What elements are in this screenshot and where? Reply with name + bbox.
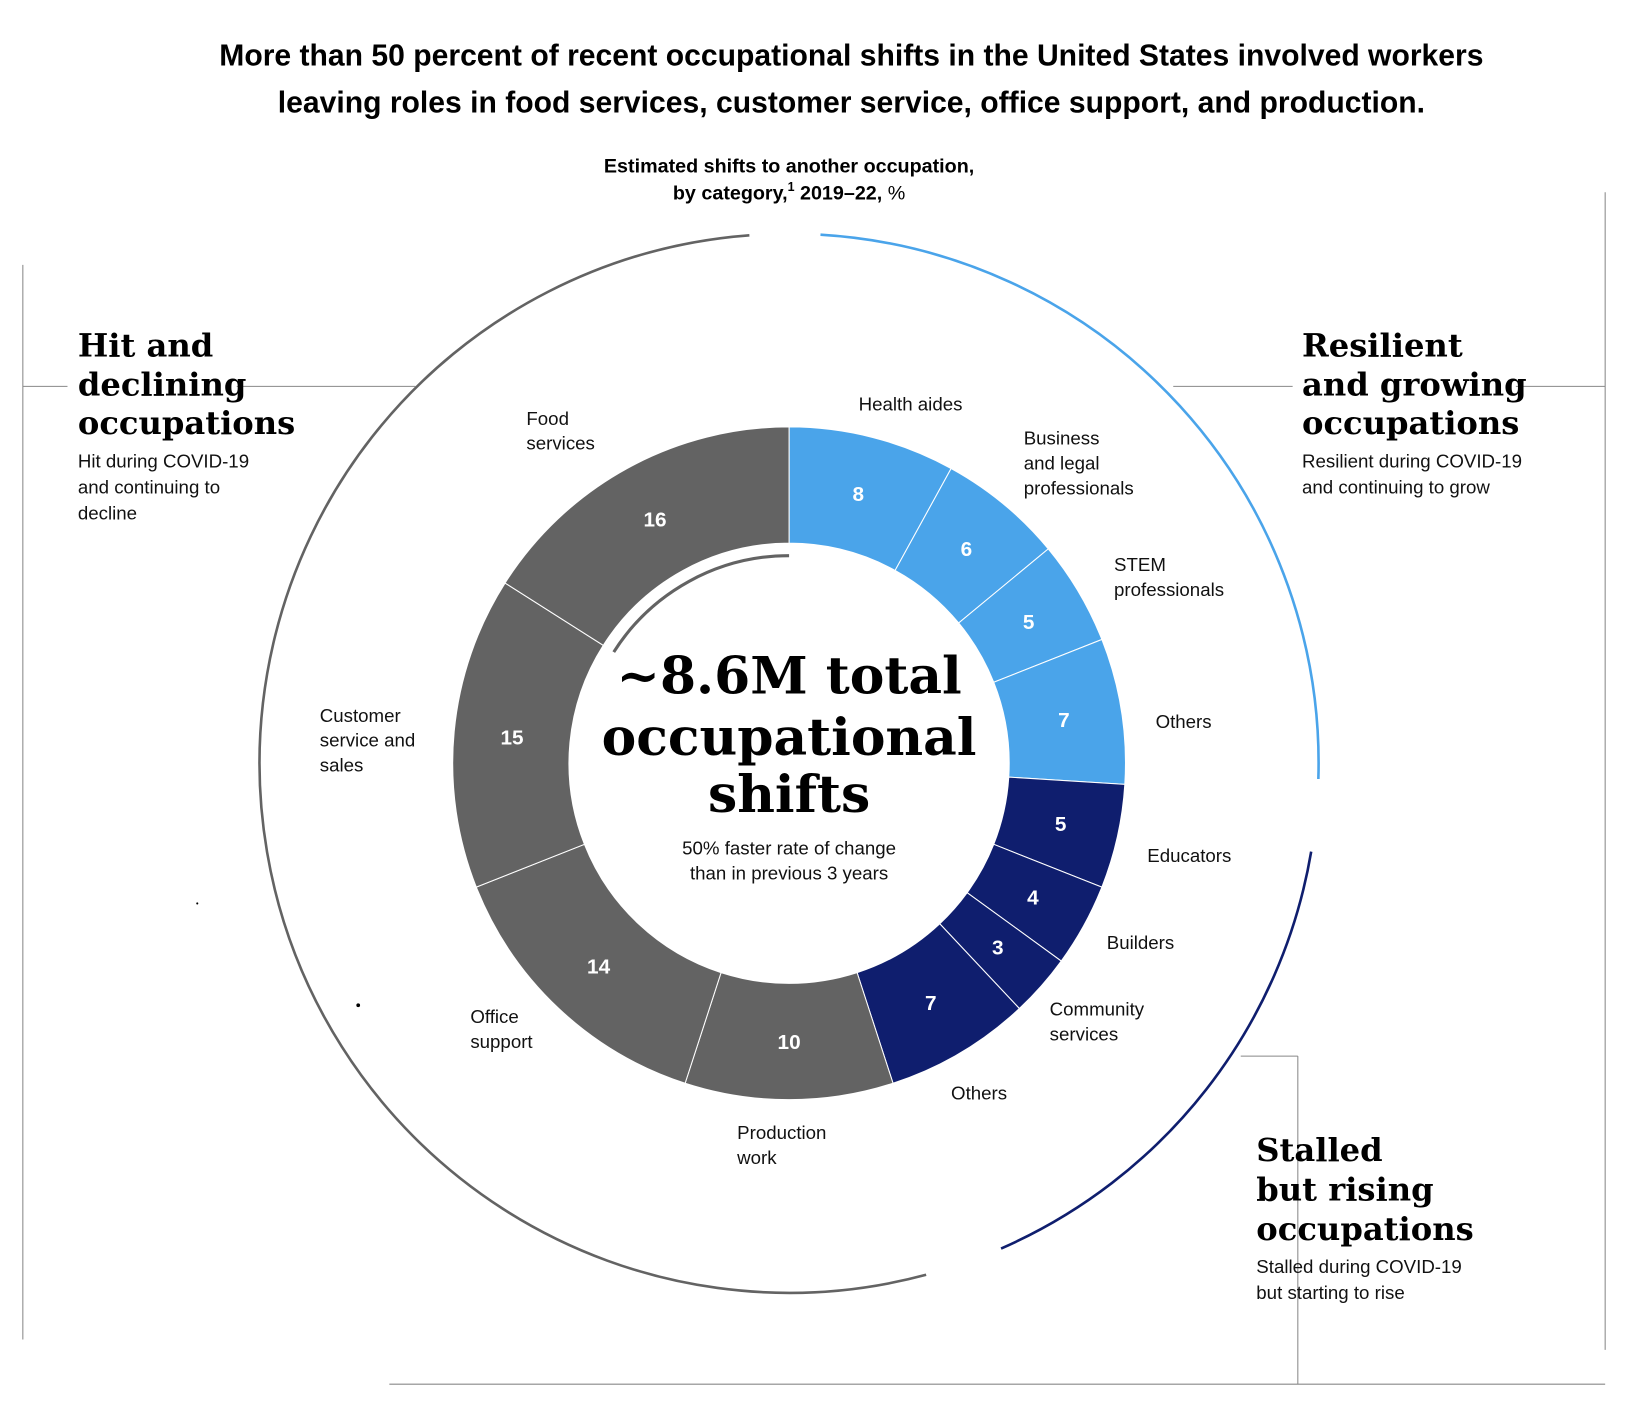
stray-dot xyxy=(356,1003,361,1008)
segment-labels: Health aides Business and legal professiona… xyxy=(320,393,1232,1168)
segment-category-label: services xyxy=(526,433,594,454)
segment-category-label: service and xyxy=(320,730,415,751)
segment-category-label: Builders xyxy=(1107,932,1174,953)
group-desc: but starting to rise xyxy=(1256,1282,1404,1303)
segment-category-label: Office xyxy=(470,1006,518,1027)
segment-category-label: STEM xyxy=(1114,554,1166,575)
group-desc: and continuing to grow xyxy=(1302,476,1490,497)
segment-value-label: 8 xyxy=(853,483,865,506)
stray-dot xyxy=(196,902,199,905)
chart-subtitle-line-1: Estimated shifts to another occupation, xyxy=(604,156,974,178)
center-line-3: shifts xyxy=(708,764,870,825)
segment-category-label: professionals xyxy=(1024,477,1134,498)
segment-category-label: Others xyxy=(1156,711,1212,732)
footnote-marker: 1 xyxy=(788,180,795,194)
segment-category-label: and legal xyxy=(1024,452,1100,473)
segment-value-label: 10 xyxy=(778,1031,801,1054)
segment-value-label: 6 xyxy=(961,538,973,561)
segment-category-label: Community xyxy=(1050,999,1145,1020)
center-subtext-line-2: than in previous 3 years xyxy=(690,863,888,884)
group-title: Stalled xyxy=(1256,1131,1382,1169)
segment-category-label: Customer xyxy=(320,705,401,726)
group-desc: Hit during COVID-19 xyxy=(78,450,249,471)
segment-category-label: professionals xyxy=(1114,579,1224,600)
group-desc: Resilient during COVID-19 xyxy=(1302,450,1522,471)
segment-category-label: Others xyxy=(951,1083,1007,1104)
group-title: Hit and xyxy=(78,326,213,364)
segment-value-label: 16 xyxy=(643,509,666,532)
group-title: and growing xyxy=(1302,366,1527,404)
chart-subtitle-line-2: by category,1 2019–22, % xyxy=(673,180,905,204)
group-hit-annotation: Hit and declining occupations Hit during… xyxy=(78,326,295,523)
chart-title-line-1: More than 50 percent of recent occupatio… xyxy=(219,40,1483,73)
group-desc: Stalled during COVID-19 xyxy=(1256,1256,1462,1277)
group-title: but rising xyxy=(1256,1170,1433,1208)
bracket-lines xyxy=(22,192,1606,1385)
center-line-2: occupational xyxy=(602,707,977,768)
segment-category-label: work xyxy=(736,1147,777,1168)
center-line-1: ~8.6M total xyxy=(616,646,961,707)
segment-category-label: Production xyxy=(737,1122,826,1143)
group-stalled-annotation: Stalled but rising occupations Stalled d… xyxy=(1256,1131,1473,1303)
segment-category-label: sales xyxy=(320,755,364,776)
group-resilient-annotation: Resilient and growing occupations Resili… xyxy=(1302,326,1527,497)
group-title: occupations xyxy=(1302,404,1519,442)
segment-category-label: Business xyxy=(1024,428,1100,449)
segment-value-label: 5 xyxy=(1055,813,1067,836)
subtitle-years: 2019–22, xyxy=(795,183,888,205)
group-title: declining xyxy=(78,366,247,404)
segment-value-label: 4 xyxy=(1027,887,1039,910)
stalled-group-outer-arc xyxy=(1000,851,1313,1250)
segment-value-label: 15 xyxy=(501,726,524,749)
segment-category-label: Educators xyxy=(1147,845,1231,866)
group-title: Resilient xyxy=(1302,326,1463,364)
group-desc: and continuing to xyxy=(78,476,220,497)
group-desc: decline xyxy=(78,502,137,523)
center-total: ~8.6M total occupational shifts xyxy=(602,646,977,825)
segment-category-label: services xyxy=(1050,1024,1118,1045)
segment-value-label: 7 xyxy=(1058,709,1070,732)
subtitle-by-category: by category, xyxy=(673,183,788,205)
hit-group-outer-arc xyxy=(258,233,927,1295)
segment-value-label: 3 xyxy=(992,937,1004,960)
segment-category-label: Food xyxy=(526,408,569,429)
group-arcs xyxy=(258,233,1320,1295)
donut-segments: 8 6 5 7 5 4 3 7 10 14 15 16 xyxy=(452,426,1126,1101)
resilient-group-outer-arc xyxy=(820,233,1320,780)
hit-inner-arc xyxy=(612,554,790,653)
segment-category-label: Health aides xyxy=(859,393,963,414)
segment-value-label: 14 xyxy=(587,955,611,978)
donut-segment xyxy=(504,426,790,647)
segment-value-label: 7 xyxy=(925,992,937,1015)
segment-category-label: support xyxy=(470,1031,533,1052)
group-title: occupations xyxy=(1256,1210,1473,1248)
subtitle-unit: % xyxy=(888,183,906,205)
center-subtext-line-1: 50% faster rate of change xyxy=(682,838,896,859)
chart-title-line-2: leaving roles in food services, customer… xyxy=(278,86,1425,119)
segment-value-label: 5 xyxy=(1023,611,1035,634)
group-title: occupations xyxy=(78,404,295,442)
